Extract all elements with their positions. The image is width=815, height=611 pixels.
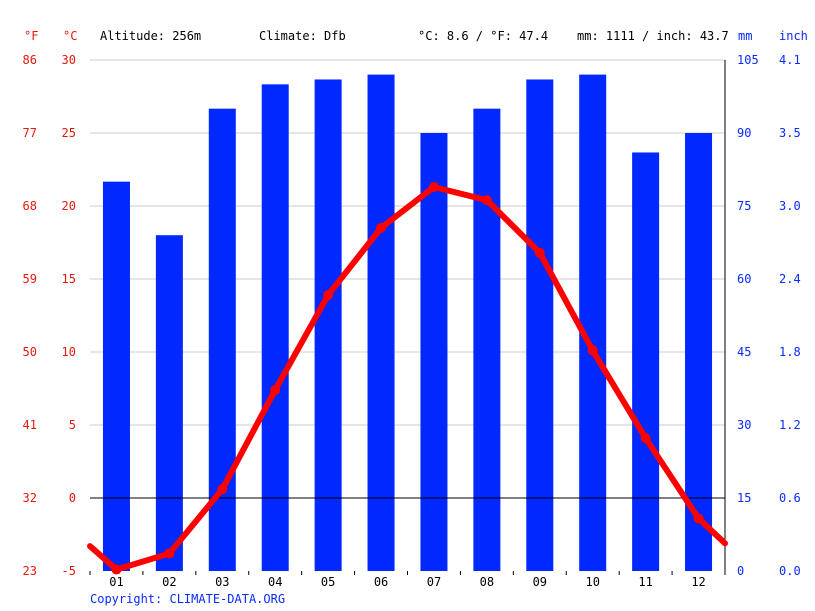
- copyright-link[interactable]: Copyright: CLIMATE-DATA.ORG: [90, 592, 285, 606]
- fahrenheit-tick-label: 23: [23, 564, 37, 578]
- precipitation-bars: [102, 74, 713, 572]
- temperature-point-08: [481, 195, 492, 206]
- mm-tick-label: 105: [737, 53, 759, 67]
- temperature-point-03: [217, 484, 228, 495]
- fahrenheit-tick-label: 50: [23, 345, 37, 359]
- month-label-11: 11: [638, 575, 652, 589]
- precip-bar-09: [526, 79, 554, 571]
- mm-tick-label: 60: [737, 272, 751, 286]
- annual-temperature-text: °C: 8.6 / °F: 47.4: [418, 29, 548, 43]
- temperature-point-07: [428, 182, 439, 193]
- mm-tick-label: 0: [737, 564, 744, 578]
- temperature-point-02: [164, 548, 175, 559]
- month-label-06: 06: [374, 575, 388, 589]
- celsius-tick-label: 15: [62, 272, 76, 286]
- gridlines: [90, 59, 725, 499]
- celsius-unit-label: °C: [63, 29, 77, 43]
- precip-bar-10: [579, 74, 607, 571]
- mm-unit-label: mm: [738, 29, 752, 43]
- temperature-line: [87, 182, 728, 575]
- month-label-08: 08: [480, 575, 494, 589]
- inch-tick-label: 4.1: [779, 53, 801, 67]
- altitude-text: Altitude: 256m: [100, 29, 201, 43]
- temperature-point-05: [323, 290, 334, 301]
- month-label-02: 02: [162, 575, 176, 589]
- inch-tick-label: 0.6: [779, 491, 801, 505]
- mm-tick-label: 90: [737, 126, 751, 140]
- inch-tick-label: 0.0: [779, 564, 801, 578]
- month-label-09: 09: [533, 575, 547, 589]
- annual-precipitation-text: mm: 1111 / inch: 43.7: [577, 29, 729, 43]
- celsius-tick-label: -5: [62, 564, 76, 578]
- precip-bar-07: [420, 133, 448, 571]
- month-label-05: 05: [321, 575, 335, 589]
- month-label-01: 01: [109, 575, 123, 589]
- fahrenheit-tick-label: 41: [23, 418, 37, 432]
- celsius-tick-label: 10: [62, 345, 76, 359]
- temperature-point-04: [270, 384, 281, 395]
- celsius-tick-label: 30: [62, 53, 76, 67]
- x-axis-ticks: [89, 571, 726, 575]
- fahrenheit-tick-label: 32: [23, 491, 37, 505]
- precip-bar-02: [155, 235, 183, 571]
- fahrenheit-tick-label: 68: [23, 199, 37, 213]
- temperature-point-06: [376, 222, 387, 233]
- inch-tick-label: 3.0: [779, 199, 801, 213]
- inch-tick-label: 2.4: [779, 272, 801, 286]
- month-label-03: 03: [215, 575, 229, 589]
- month-label-07: 07: [427, 575, 441, 589]
- celsius-tick-label: 25: [62, 126, 76, 140]
- inch-tick-label: 1.8: [779, 345, 801, 359]
- precip-bar-11: [632, 152, 660, 571]
- precip-bar-05: [314, 79, 342, 571]
- month-label-04: 04: [268, 575, 282, 589]
- mm-tick-label: 30: [737, 418, 751, 432]
- month-label-10: 10: [585, 575, 599, 589]
- precip-bar-06: [367, 74, 395, 571]
- celsius-tick-label: 20: [62, 199, 76, 213]
- inch-tick-label: 1.2: [779, 418, 801, 432]
- climate-class-text: Climate: Dfb: [259, 29, 346, 43]
- mm-tick-label: 75: [737, 199, 751, 213]
- temperature-point-09: [534, 247, 545, 258]
- fahrenheit-tick-label: 77: [23, 126, 37, 140]
- fahrenheit-tick-label: 59: [23, 272, 37, 286]
- precip-bar-01: [102, 181, 130, 571]
- month-label-12: 12: [691, 575, 705, 589]
- inch-unit-label: inch: [779, 29, 808, 43]
- fahrenheit-unit-label: °F: [24, 29, 38, 43]
- temperature-line-path: [87, 184, 728, 573]
- temperature-point-11: [640, 433, 651, 444]
- mm-tick-label: 15: [737, 491, 751, 505]
- fahrenheit-tick-label: 86: [23, 53, 37, 67]
- temperature-point-12: [693, 513, 704, 524]
- celsius-tick-label: 0: [69, 491, 76, 505]
- inch-tick-label: 3.5: [779, 126, 801, 140]
- mm-tick-label: 45: [737, 345, 751, 359]
- celsius-tick-label: 5: [69, 418, 76, 432]
- precip-bar-08: [473, 108, 501, 572]
- precip-bar-04: [261, 84, 289, 571]
- temperature-point-01: [111, 564, 122, 575]
- temperature-point-10: [587, 345, 598, 356]
